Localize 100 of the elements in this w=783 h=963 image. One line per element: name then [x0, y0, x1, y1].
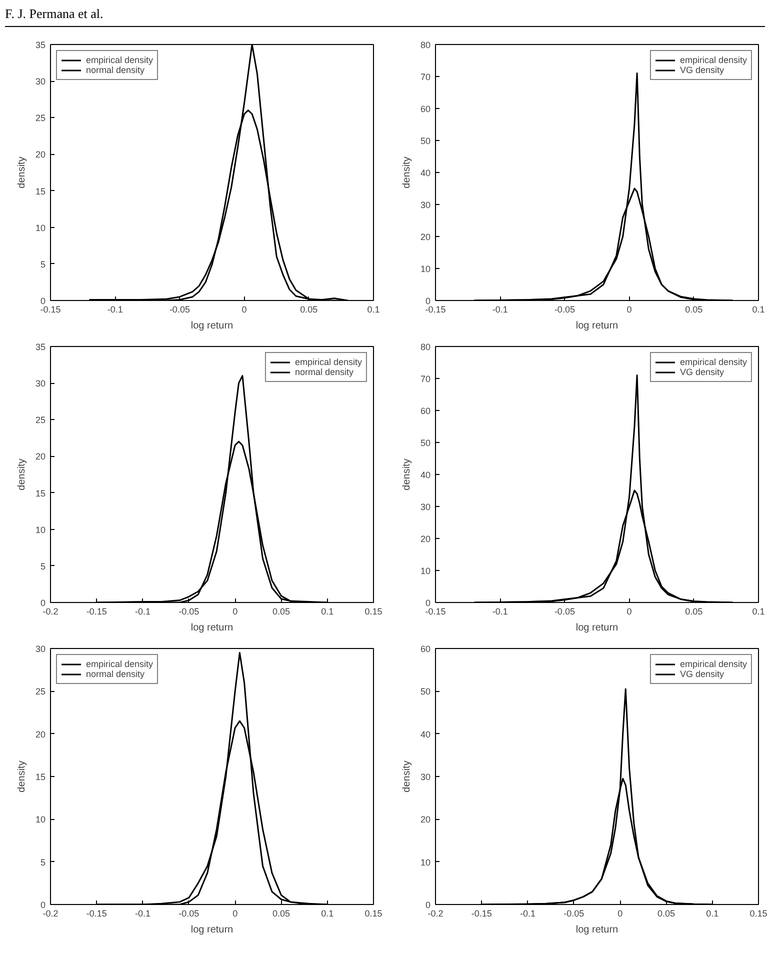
y-tick-label: 10 — [35, 222, 46, 233]
x-tick-label: 0.05 — [685, 304, 703, 314]
y-tick-label: 10 — [35, 524, 46, 535]
x-tick-label: 0.1 — [752, 606, 765, 616]
y-tick-label: 35 — [35, 342, 46, 352]
y-tick-label: 30 — [420, 200, 431, 210]
y-tick-label: 35 — [35, 40, 46, 50]
legend-label: empirical density — [86, 55, 154, 65]
y-tick-label: 10 — [420, 264, 431, 274]
y-tick-label: 10 — [420, 566, 431, 576]
x-tick-label: 0 — [618, 908, 623, 918]
x-tick-label: 0.1 — [367, 304, 380, 314]
y-tick-label: 30 — [35, 378, 46, 389]
text: F. J. Permana et al. — [5, 6, 104, 21]
y-axis-title: density — [401, 156, 412, 188]
x-tick-label: 0 — [232, 908, 238, 918]
x-tick-label: 0.15 — [750, 908, 768, 918]
legend-label: normal density — [86, 669, 145, 679]
x-tick-label: -0.15 — [40, 304, 61, 314]
legend-label: VG density — [680, 669, 724, 679]
x-tick-label: -0.05 — [564, 908, 584, 918]
legend-label: VG density — [680, 367, 724, 377]
y-axis-title: density — [16, 458, 28, 490]
x-axis-title: log return — [576, 924, 618, 936]
y-tick-label: 60 — [420, 104, 431, 114]
x-tick-label: -0.05 — [554, 606, 575, 616]
x-tick-label: -0.15 — [425, 606, 446, 616]
x-tick-label: -0.05 — [178, 908, 200, 918]
y-tick-label: 0 — [425, 296, 431, 306]
x-axis-title: log return — [576, 622, 618, 634]
x-axis-title: log return — [190, 924, 234, 936]
x-tick-label: 0.1 — [752, 304, 765, 314]
y-tick-label: 30 — [420, 772, 431, 782]
x-tick-label: 0.15 — [364, 908, 382, 918]
y-tick-label: 0 — [40, 900, 46, 910]
y-tick-label: 20 — [35, 729, 46, 740]
x-tick-label: -0.15 — [425, 304, 446, 314]
y-tick-label: 20 — [420, 814, 431, 825]
y-tick-label: 30 — [35, 644, 46, 654]
x-tick-label: 0.05 — [272, 606, 290, 616]
legend-label: empirical density — [680, 357, 747, 367]
y-tick-label: 15 — [35, 772, 46, 782]
x-tick-label: 0.1 — [706, 908, 719, 918]
x-tick-label: -0.15 — [86, 606, 107, 616]
x-tick-label: 0 — [242, 304, 247, 314]
y-tick-label: 50 — [420, 136, 431, 146]
y-tick-label: 25 — [35, 113, 46, 124]
legend-label: empirical density — [680, 55, 747, 65]
x-tick-label: -0.1 — [135, 908, 151, 918]
x-tick-label: -0.15 — [471, 908, 492, 918]
x-tick-label: -0.1 — [520, 908, 536, 918]
x-tick-label: 0.05 — [657, 908, 675, 918]
legend-label: normal density — [86, 65, 145, 75]
legend-label: empirical density — [86, 659, 154, 669]
y-tick-label: 0 — [40, 598, 46, 608]
y-tick-label: 40 — [420, 168, 431, 178]
y-tick-label: 20 — [420, 232, 431, 242]
x-tick-label: -0.2 — [428, 908, 444, 918]
legend-label: empirical density — [680, 659, 747, 669]
y-tick-label: 20 — [35, 452, 46, 462]
y-tick-label: 15 — [35, 186, 46, 196]
x-tick-label: 0.15 — [364, 606, 382, 616]
y-tick-label: 5 — [40, 259, 46, 270]
y-tick-label: 15 — [35, 488, 46, 498]
legend-label: empirical density — [294, 357, 362, 367]
y-tick-label: 60 — [420, 644, 431, 654]
x-tick-label: 0 — [626, 304, 632, 314]
y-axis-title: density — [16, 760, 28, 792]
x-tick-label: 0 — [232, 606, 238, 616]
y-tick-label: 70 — [420, 72, 431, 82]
y-tick-label: 10 — [420, 857, 431, 868]
x-tick-label: -0.1 — [492, 606, 508, 616]
y-tick-label: 0 — [425, 900, 431, 910]
legend-label: normal density — [294, 367, 354, 377]
y-axis-title: density — [401, 760, 412, 792]
y-tick-label: 50 — [420, 686, 431, 697]
y-tick-label: 10 — [35, 814, 46, 825]
x-tick-label: 0.1 — [321, 908, 334, 918]
y-tick-label: 40 — [420, 729, 431, 740]
y-tick-label: 80 — [420, 342, 431, 352]
y-tick-label: 40 — [420, 470, 431, 480]
y-tick-label: 20 — [420, 534, 431, 544]
y-tick-label: 30 — [420, 502, 431, 512]
y-tick-label: 70 — [420, 374, 431, 384]
y-tick-label: 25 — [35, 415, 46, 426]
y-tick-label: 0 — [40, 296, 46, 306]
x-axis-title: log return — [576, 320, 618, 332]
x-tick-label: -0.2 — [42, 606, 58, 616]
y-tick-label: 30 — [35, 76, 46, 87]
y-axis-title: density — [16, 156, 28, 188]
y-tick-label: 80 — [420, 40, 431, 50]
x-tick-label: -0.1 — [107, 304, 123, 314]
x-tick-label: -0.1 — [135, 606, 151, 616]
x-tick-label: -0.05 — [178, 606, 200, 616]
x-tick-label: 0.05 — [272, 908, 290, 918]
x-tick-label: -0.1 — [492, 304, 508, 314]
x-axis-title: log return — [190, 622, 234, 634]
x-axis-title: log return — [190, 320, 234, 332]
y-tick-label: 5 — [40, 857, 46, 868]
x-tick-label: 0.05 — [300, 304, 318, 314]
